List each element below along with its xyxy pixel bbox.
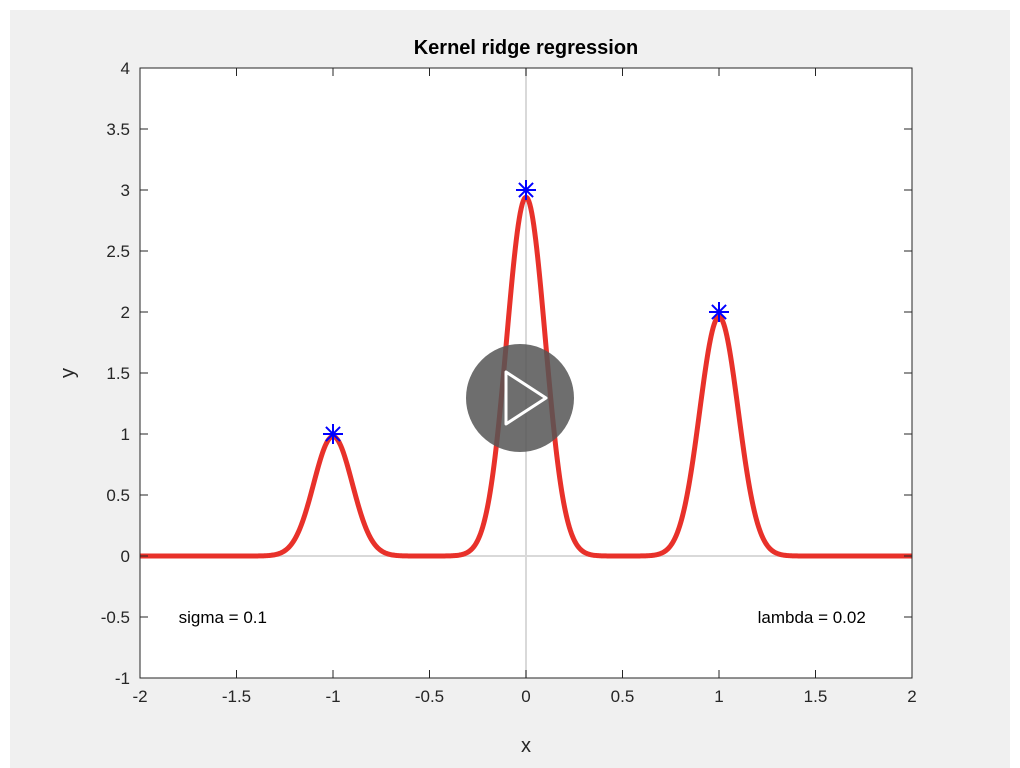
x-tick-label: 2 — [907, 687, 916, 706]
annotation-sigma: sigma = 0.1 — [179, 608, 267, 627]
y-tick-label: 3 — [121, 181, 130, 200]
y-tick-label: 0.5 — [106, 486, 130, 505]
chart-title: Kernel ridge regression — [414, 37, 639, 59]
x-tick-label: -2 — [132, 687, 147, 706]
x-tick-label: 1.5 — [804, 687, 828, 706]
play-icon — [504, 370, 548, 426]
y-tick-label: 1.5 — [106, 364, 130, 383]
x-axis-label: x — [521, 735, 531, 757]
play-button[interactable] — [466, 344, 574, 452]
y-tick-label: 2.5 — [106, 242, 130, 261]
data-point-marker — [323, 424, 343, 444]
annotation-lambda: lambda = 0.02 — [758, 608, 866, 627]
y-tick-label: -0.5 — [101, 608, 130, 627]
figure-window: -2 -1.5 -1 -0.5 0 0.5 1 1.5 2 -1 -0.5 0 0.5 1 1.5 2 2.5 3… — [10, 10, 1010, 768]
y-tick-label: 4 — [121, 59, 130, 78]
y-tick-label: 1 — [121, 425, 130, 444]
y-tick-label: 3.5 — [106, 120, 130, 139]
y-tick-label: -1 — [115, 669, 130, 688]
y-tick-label: 2 — [121, 303, 130, 322]
marker-layer — [323, 180, 729, 444]
x-tick-label: 1 — [714, 687, 723, 706]
x-tick-label: -0.5 — [415, 687, 444, 706]
x-tick-label: -1 — [325, 687, 340, 706]
x-tick-label: 0 — [521, 687, 530, 706]
data-point-marker — [516, 180, 536, 200]
kernel-ridge-chart: -2 -1.5 -1 -0.5 0 0.5 1 1.5 2 -1 -0.5 0 0.5 1 1.5 2 2.5 3… — [57, 37, 917, 757]
data-point-marker — [709, 302, 729, 322]
tick-layer: -2 -1.5 -1 -0.5 0 0.5 1 1.5 2 -1 -0.5 0 0.5 1 1.5 2 2.5 3… — [101, 59, 917, 706]
y-axis-label: y — [57, 368, 79, 378]
x-tick-label: 0.5 — [611, 687, 635, 706]
y-tick-label: 0 — [121, 547, 130, 566]
x-tick-label: -1.5 — [222, 687, 251, 706]
